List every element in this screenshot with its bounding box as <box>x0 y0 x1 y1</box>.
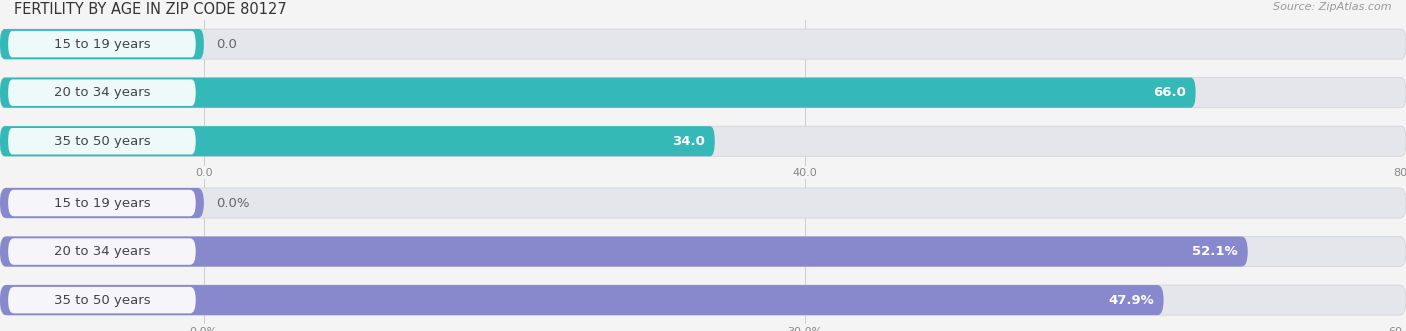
Text: 15 to 19 years: 15 to 19 years <box>53 197 150 210</box>
FancyBboxPatch shape <box>0 78 1195 108</box>
FancyBboxPatch shape <box>8 238 195 265</box>
FancyBboxPatch shape <box>8 31 195 57</box>
Text: 20 to 34 years: 20 to 34 years <box>53 245 150 258</box>
Text: 34.0: 34.0 <box>672 135 706 148</box>
FancyBboxPatch shape <box>0 237 1406 266</box>
Text: 47.9%: 47.9% <box>1108 294 1154 307</box>
FancyBboxPatch shape <box>8 128 195 155</box>
FancyBboxPatch shape <box>0 285 1406 315</box>
Text: 20 to 34 years: 20 to 34 years <box>53 86 150 99</box>
FancyBboxPatch shape <box>0 188 204 218</box>
FancyBboxPatch shape <box>8 79 195 106</box>
FancyBboxPatch shape <box>0 78 1406 108</box>
Text: 0.0%: 0.0% <box>217 197 249 210</box>
FancyBboxPatch shape <box>0 29 1406 59</box>
FancyBboxPatch shape <box>0 237 1247 266</box>
Text: 35 to 50 years: 35 to 50 years <box>53 294 150 307</box>
Text: 52.1%: 52.1% <box>1192 245 1239 258</box>
FancyBboxPatch shape <box>0 285 1164 315</box>
Text: 35 to 50 years: 35 to 50 years <box>53 135 150 148</box>
FancyBboxPatch shape <box>0 29 204 59</box>
Text: 15 to 19 years: 15 to 19 years <box>53 38 150 51</box>
Text: Source: ZipAtlas.com: Source: ZipAtlas.com <box>1274 2 1392 12</box>
FancyBboxPatch shape <box>0 126 714 156</box>
Text: 0.0: 0.0 <box>217 38 236 51</box>
Text: FERTILITY BY AGE IN ZIP CODE 80127: FERTILITY BY AGE IN ZIP CODE 80127 <box>14 2 287 17</box>
FancyBboxPatch shape <box>8 287 195 313</box>
FancyBboxPatch shape <box>8 190 195 216</box>
FancyBboxPatch shape <box>0 126 1406 156</box>
FancyBboxPatch shape <box>0 188 1406 218</box>
Text: 66.0: 66.0 <box>1153 86 1187 99</box>
